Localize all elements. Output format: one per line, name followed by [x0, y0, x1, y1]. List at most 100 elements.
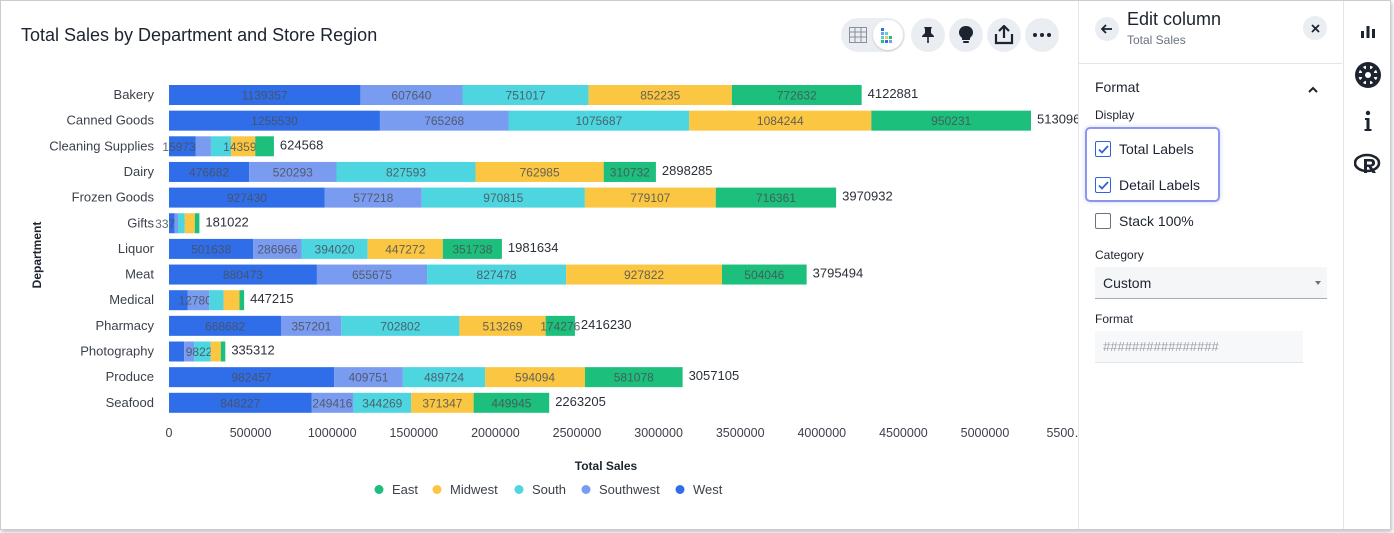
- bar-segment-south: [353, 392, 412, 413]
- chevron-up-icon[interactable]: [1307, 81, 1323, 95]
- category-label: Dairy: [124, 164, 155, 179]
- lightbulb-icon: [959, 26, 973, 43]
- category-label: Liquor: [118, 241, 155, 256]
- bar-segment-south: [341, 315, 460, 336]
- bar-segment-midwest: [588, 85, 732, 105]
- total-label: 1981634: [508, 240, 559, 255]
- bar-segment-southwest: [195, 136, 211, 157]
- total-label: 335312: [231, 343, 274, 358]
- bar-segment-midwest: [566, 264, 722, 285]
- bar-segment-west: [169, 187, 325, 208]
- x-tick-label: 4000000: [797, 426, 846, 440]
- bar-segment-west: [169, 85, 361, 105]
- r-analysis-button[interactable]: [1352, 148, 1384, 180]
- table-view-icon[interactable]: [843, 20, 873, 50]
- more-icon: [1033, 33, 1051, 37]
- chart-view-icon[interactable]: [873, 20, 903, 50]
- bar-segment-midwest: [411, 392, 474, 413]
- bar-segment-southwest: [379, 110, 509, 131]
- detail-label: 504046: [744, 268, 784, 282]
- bar-segment-southwest: [316, 264, 428, 285]
- info-button[interactable]: [1352, 105, 1384, 137]
- category-select[interactable]: Custom: [1095, 267, 1327, 299]
- total-label: 4122881: [868, 86, 919, 101]
- total-labels-option[interactable]: Total Labels: [1095, 139, 1194, 159]
- bar-segment-east: [584, 367, 683, 388]
- bar-segment-southwest: [184, 341, 195, 362]
- bar-segment-east: [871, 110, 1032, 131]
- detail-label: 852235: [640, 89, 680, 103]
- bar-segment-southwest: [311, 392, 354, 413]
- bar-segment-south: [462, 85, 589, 105]
- bar-segment-southwest: [360, 85, 463, 105]
- detail-label: 351738: [452, 242, 492, 256]
- close-button[interactable]: [1303, 16, 1327, 40]
- back-button[interactable]: [1095, 17, 1119, 41]
- checkmark-icon: [1097, 180, 1109, 190]
- format-input[interactable]: ################: [1095, 331, 1303, 363]
- bar-segment-southwest: [253, 238, 302, 259]
- bar-segment-midwest: [584, 187, 716, 208]
- category-label: Category: [1095, 248, 1144, 262]
- display-label: Display: [1095, 108, 1135, 122]
- total-label: 624568: [280, 137, 323, 152]
- stack-100-checkbox[interactable]: [1095, 213, 1111, 229]
- category-label: Gifts: [127, 215, 154, 230]
- share-button[interactable]: [987, 18, 1021, 52]
- category-label: Cleaning Supplies: [49, 138, 154, 153]
- detail-labels-checkbox[interactable]: [1095, 177, 1111, 193]
- legend-label: West: [693, 482, 723, 497]
- x-tick-label: 3500000: [716, 426, 765, 440]
- category-value: Custom: [1103, 274, 1152, 291]
- detail-label: 159738: [162, 140, 202, 154]
- chart-settings-button[interactable]: [1352, 15, 1384, 47]
- bar-segment-south: [421, 187, 585, 208]
- category-label: Bakery: [114, 87, 155, 102]
- panel-subtitle: Total Sales: [1127, 33, 1186, 47]
- legend-marker-west: [675, 485, 685, 494]
- detail-label: 286966: [257, 242, 297, 256]
- bar-segment-south: [336, 161, 476, 182]
- bar-segment-east: [220, 341, 226, 362]
- legend-label: Southwest: [599, 482, 660, 497]
- detail-label: 751017: [506, 89, 546, 103]
- bar-segment-southwest: [324, 187, 422, 208]
- panel-title: Edit column: [1127, 9, 1222, 29]
- legend-label: Midwest: [450, 482, 498, 497]
- total-labels-checkbox[interactable]: [1095, 141, 1111, 157]
- bar-segment-east: [715, 187, 837, 208]
- detail-label: 344269: [362, 396, 402, 410]
- pin-button[interactable]: [911, 18, 945, 52]
- stack-100-label: Stack 100%: [1119, 213, 1194, 229]
- detail-labels-option[interactable]: Detail Labels: [1095, 175, 1200, 195]
- view-toggle[interactable]: [841, 18, 905, 52]
- bar-segment-south: [427, 264, 567, 285]
- bar-segment-east: [545, 315, 575, 336]
- detail-label: 702802: [380, 319, 420, 333]
- close-icon: [1310, 23, 1320, 33]
- bar-segment-midwest: [367, 238, 443, 259]
- category-label: Seafood: [106, 395, 154, 410]
- detail-label: 357201: [291, 319, 331, 333]
- x-tick-label: 1500000: [389, 426, 438, 440]
- total-label: 5130960: [1037, 112, 1078, 127]
- stack-100-option[interactable]: Stack 100%: [1095, 211, 1194, 231]
- bar-segment-south: [301, 238, 368, 259]
- more-button[interactable]: [1025, 18, 1059, 52]
- category-label: Frozen Goods: [72, 190, 155, 205]
- insights-button[interactable]: [949, 18, 983, 52]
- format-section-title[interactable]: Format: [1095, 79, 1140, 95]
- highlight-box: [1085, 127, 1220, 202]
- detail-label: 127807: [179, 294, 219, 308]
- detail-label: 982457: [232, 371, 272, 385]
- bar-segment-southwest: [281, 315, 342, 336]
- detail-label: 668682: [205, 319, 245, 333]
- total-label: 3970932: [842, 189, 893, 204]
- total-label: 2263205: [555, 394, 606, 409]
- category-label: Photography: [80, 344, 154, 359]
- bar-segment-west: [169, 264, 317, 285]
- x-tick-label: 5500…: [1046, 426, 1078, 440]
- gear-button[interactable]: [1352, 59, 1384, 91]
- detail-label: 174276: [540, 319, 580, 333]
- category-label: Medical: [109, 292, 154, 307]
